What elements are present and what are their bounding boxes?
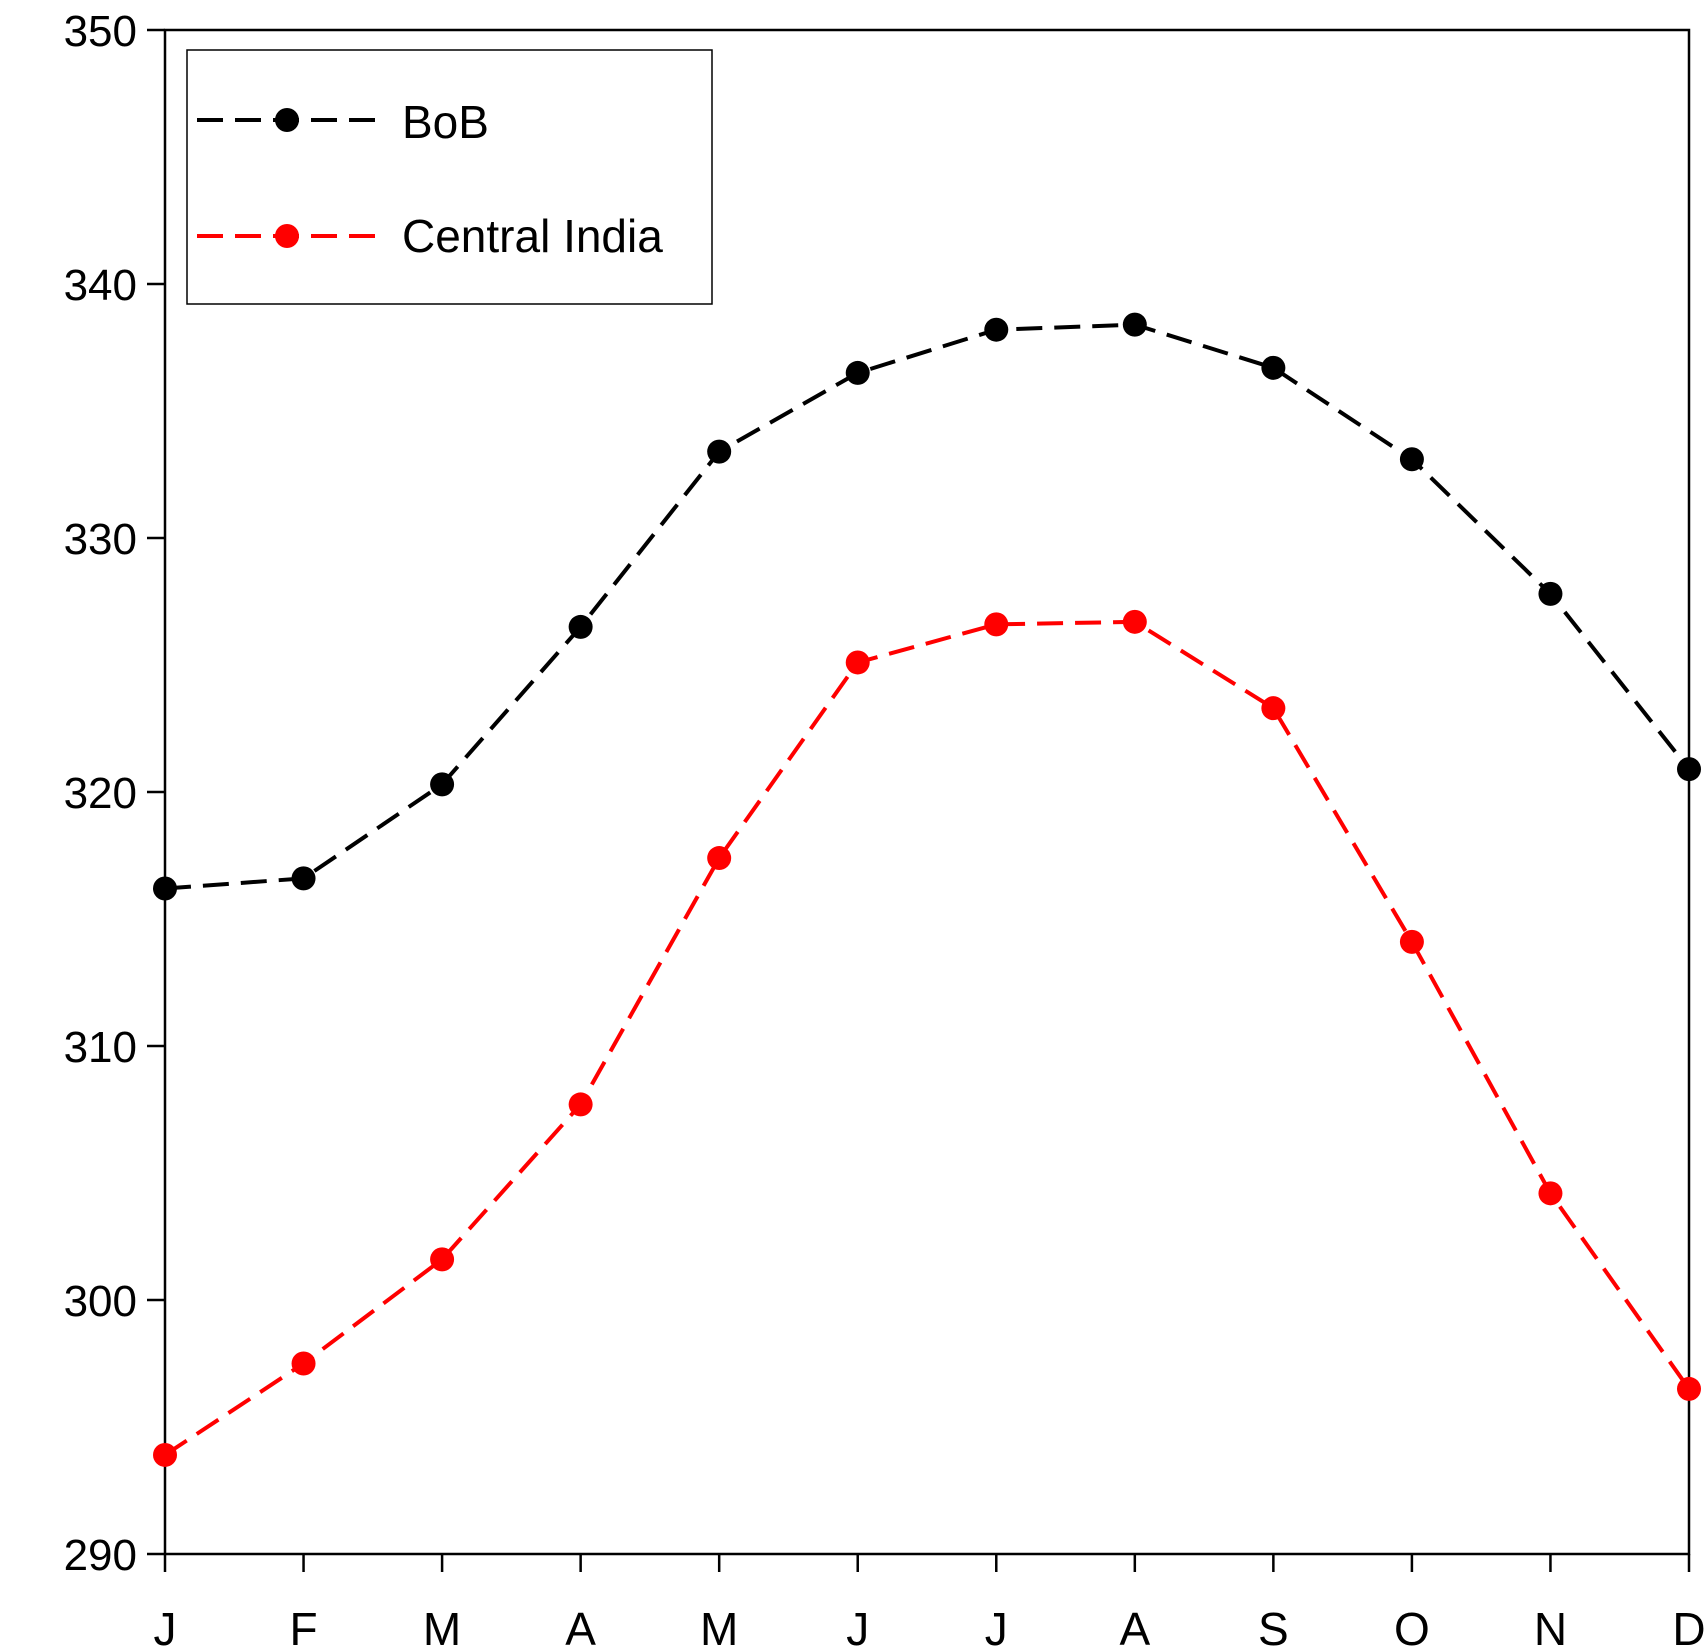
x-tick-label: A (1119, 1603, 1150, 1652)
x-tick-label: J (154, 1603, 177, 1652)
data-point-central-india (430, 1247, 455, 1272)
x-tick-label: D (1672, 1603, 1705, 1652)
data-point-bob (1261, 355, 1286, 380)
series-layer (153, 312, 1701, 1467)
data-point-bob (984, 317, 1009, 342)
x-tick-label: A (565, 1603, 596, 1652)
series-central-india (153, 609, 1701, 1467)
x-tick-label: N (1534, 1603, 1567, 1652)
data-point-bob (1677, 757, 1701, 782)
x-tick-label: O (1394, 1603, 1430, 1652)
x-tick-label: J (846, 1603, 869, 1652)
data-point-bob (153, 876, 177, 901)
y-tick-label: 340 (64, 261, 137, 310)
legend: BoB Central India (186, 49, 713, 305)
data-point-bob (707, 439, 732, 464)
y-tick-label: 290 (64, 1531, 137, 1580)
x-tick-label: F (289, 1603, 317, 1652)
y-axis: 290 300 310 320 330 340 350 (64, 7, 165, 1580)
data-point-bob (291, 866, 316, 891)
y-tick-label: 310 (64, 1023, 137, 1072)
y-tick-label: 350 (64, 7, 137, 56)
legend-label-central-india: Central India (402, 210, 663, 262)
data-point-bob (1538, 581, 1563, 606)
data-point-bob (845, 360, 870, 385)
x-tick-label: J (985, 1603, 1008, 1652)
data-point-central-india (1122, 609, 1147, 634)
y-tick-label: 320 (64, 769, 137, 818)
x-tick-label: M (423, 1603, 461, 1652)
x-tick-label: S (1258, 1603, 1289, 1652)
data-point-bob (1122, 312, 1147, 337)
y-tick-label: 300 (64, 1277, 137, 1326)
legend-marker-central-india (275, 224, 299, 248)
data-point-central-india (1677, 1376, 1701, 1401)
data-point-central-india (845, 650, 870, 675)
data-point-bob (568, 614, 593, 639)
data-point-central-india (568, 1092, 593, 1117)
data-point-bob (1399, 447, 1424, 472)
data-point-central-india (1261, 696, 1286, 721)
data-point-central-india (1538, 1181, 1563, 1206)
x-tick-label: M (700, 1603, 738, 1652)
y-tick-label: 330 (64, 515, 137, 564)
data-point-central-india (1399, 929, 1424, 954)
data-point-central-india (984, 612, 1009, 637)
series-line-bob (164, 322, 1691, 891)
legend-label-bob: BoB (402, 96, 489, 148)
data-point-central-india (291, 1351, 316, 1376)
series-bob (153, 312, 1701, 901)
data-point-central-india (153, 1442, 177, 1467)
legend-box (186, 49, 713, 305)
data-point-bob (430, 772, 455, 797)
series-line-central-india (163, 619, 1691, 1457)
data-point-central-india (707, 846, 732, 871)
legend-marker-bob (275, 108, 299, 132)
